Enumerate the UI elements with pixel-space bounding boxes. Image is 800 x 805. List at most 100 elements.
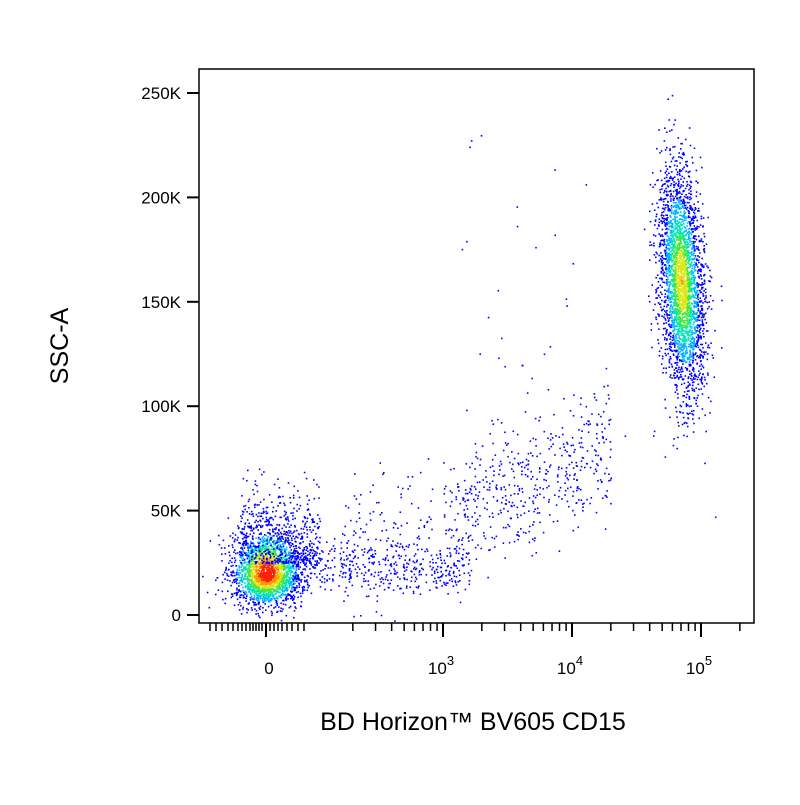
data-point <box>250 586 252 588</box>
data-point <box>279 537 281 540</box>
data-point <box>713 376 716 378</box>
data-point <box>525 464 528 467</box>
data-point <box>677 237 679 239</box>
data-point <box>281 536 283 539</box>
data-point <box>687 376 690 378</box>
data-point <box>274 585 276 588</box>
data-point <box>309 577 312 579</box>
data-point <box>665 367 667 370</box>
data-point <box>671 94 674 97</box>
data-point <box>345 505 347 507</box>
data-point <box>688 279 690 282</box>
data-point <box>556 520 559 522</box>
data-point <box>675 295 677 298</box>
data-point <box>439 554 442 556</box>
data-point <box>295 558 297 560</box>
data-point <box>665 268 667 271</box>
data-point <box>263 537 266 540</box>
data-point <box>445 485 447 488</box>
data-point <box>247 549 250 552</box>
data-point <box>587 420 589 422</box>
data-point <box>677 345 680 348</box>
data-point <box>664 218 667 221</box>
data-point <box>255 554 257 556</box>
data-point <box>269 586 272 588</box>
data-point <box>498 473 500 476</box>
data-point <box>284 567 286 569</box>
data-point <box>396 545 398 547</box>
data-point <box>257 557 260 559</box>
data-point <box>297 596 299 599</box>
data-point <box>488 549 490 552</box>
data-point <box>551 437 554 439</box>
data-point <box>569 486 572 489</box>
data-point <box>539 416 541 418</box>
data-point <box>306 547 309 550</box>
data-point <box>253 532 255 534</box>
data-point <box>253 572 255 574</box>
data-point <box>247 584 249 587</box>
data-point <box>548 498 550 501</box>
data-point <box>257 573 259 575</box>
data-point <box>261 574 264 576</box>
data-point <box>690 311 693 314</box>
data-point <box>249 551 252 553</box>
data-point <box>261 552 263 555</box>
data-point <box>532 437 535 440</box>
data-point <box>706 382 708 385</box>
data-point <box>457 591 459 594</box>
data-point <box>273 553 275 555</box>
data-point <box>292 512 294 514</box>
data-point <box>267 536 269 538</box>
data-point <box>691 267 694 270</box>
data-point <box>283 575 285 577</box>
data-point <box>687 215 690 217</box>
data-point <box>292 599 294 601</box>
data-point <box>527 468 529 471</box>
data-point <box>334 547 336 550</box>
data-point <box>257 515 259 518</box>
data-point <box>271 588 274 591</box>
data-point <box>559 486 562 489</box>
data-point <box>701 203 704 205</box>
data-point <box>595 450 597 453</box>
data-point <box>241 568 243 571</box>
data-point <box>664 161 667 164</box>
data-point <box>436 571 439 574</box>
data-point <box>699 284 702 286</box>
data-point <box>267 569 270 571</box>
data-point <box>275 527 277 529</box>
data-point <box>282 593 284 596</box>
data-point <box>270 599 273 601</box>
data-point <box>259 515 261 517</box>
data-point <box>676 318 679 321</box>
data-point <box>295 569 298 571</box>
data-point <box>483 507 486 509</box>
data-point <box>275 560 277 563</box>
data-point <box>362 554 364 556</box>
data-point <box>356 572 358 574</box>
data-point <box>243 560 246 562</box>
data-point <box>315 554 318 556</box>
data-point <box>295 607 297 610</box>
data-point <box>376 501 378 504</box>
data-point <box>676 447 678 450</box>
data-point <box>292 578 294 581</box>
data-point <box>569 474 571 477</box>
data-point <box>388 569 391 572</box>
data-point <box>273 589 276 592</box>
data-point <box>305 563 307 565</box>
data-point <box>306 589 309 592</box>
data-point <box>245 567 248 570</box>
data-point <box>293 561 295 563</box>
data-point <box>502 542 505 544</box>
data-point <box>690 190 692 193</box>
data-point <box>264 550 266 552</box>
data-point <box>492 423 495 425</box>
data-point <box>270 555 273 558</box>
data-point <box>604 494 607 497</box>
data-point <box>406 522 408 524</box>
data-point <box>283 586 285 588</box>
data-point <box>243 536 246 539</box>
data-point <box>236 589 238 591</box>
